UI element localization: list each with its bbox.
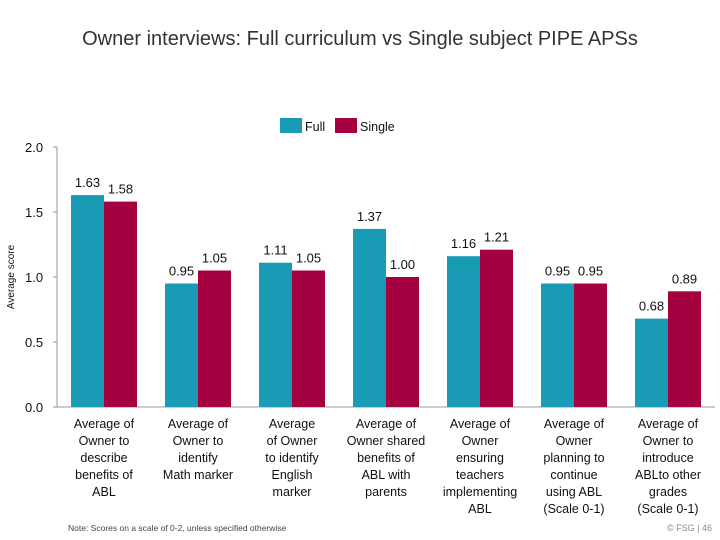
value-label: 1.16 bbox=[451, 236, 476, 251]
x-tick-label: Average of Owner to identify English mar… bbox=[265, 417, 319, 499]
value-label: 1.21 bbox=[484, 230, 509, 245]
value-label: 1.37 bbox=[357, 209, 382, 224]
bar bbox=[635, 318, 668, 407]
value-label: 0.95 bbox=[169, 264, 194, 279]
bar bbox=[71, 195, 104, 407]
value-label: 1.05 bbox=[202, 251, 227, 266]
bar bbox=[480, 249, 513, 407]
legend-swatch bbox=[335, 118, 357, 133]
bar bbox=[447, 256, 480, 407]
bar bbox=[292, 270, 325, 407]
bar bbox=[386, 277, 419, 407]
bar bbox=[165, 283, 198, 407]
x-tick-label: Average of Owner shared benefits of ABL … bbox=[346, 417, 426, 499]
y-tick-label: 2.0 bbox=[25, 140, 43, 155]
x-tick-label: Average of Owner to describe benefits of… bbox=[73, 417, 135, 499]
y-tick-label: 0.5 bbox=[25, 335, 43, 350]
value-label: 1.63 bbox=[75, 175, 100, 190]
x-tick-label: Average of Owner to identify Math marker bbox=[162, 417, 234, 482]
x-tick-label: Average of Owner to introduce ABLto othe… bbox=[634, 417, 701, 516]
y-axis-label: Average score bbox=[6, 244, 17, 309]
value-label: 1.58 bbox=[108, 182, 133, 197]
legend-label: Full bbox=[305, 120, 325, 134]
value-label: 1.11 bbox=[263, 243, 287, 258]
legend-swatch bbox=[280, 118, 302, 133]
x-tick-label: Average of Owner ensuring teachers imple… bbox=[442, 417, 518, 516]
y-tick-label: 1.0 bbox=[25, 270, 43, 285]
y-tick-label: 1.5 bbox=[25, 205, 43, 220]
bar bbox=[574, 283, 607, 407]
value-label: 0.95 bbox=[545, 264, 570, 279]
value-label: 1.05 bbox=[296, 251, 321, 266]
bar bbox=[353, 228, 386, 407]
bar bbox=[104, 201, 137, 407]
footnote: Note: Scores on a scale of 0-2, unless s… bbox=[68, 523, 287, 533]
value-label: 1.00 bbox=[390, 257, 415, 272]
bar bbox=[541, 283, 574, 407]
chart-title: Owner interviews: Full curriculum vs Sin… bbox=[82, 28, 638, 50]
y-tick-label: 0.0 bbox=[25, 400, 43, 415]
legend-label: Single bbox=[360, 120, 395, 134]
copyright: © FSG | 46 bbox=[667, 523, 712, 533]
value-label: 0.95 bbox=[578, 264, 603, 279]
bar bbox=[259, 262, 292, 407]
bar bbox=[198, 270, 231, 407]
x-tick-label: Average of Owner planning to continue us… bbox=[543, 417, 605, 516]
bar bbox=[668, 291, 701, 407]
value-label: 0.68 bbox=[639, 299, 664, 314]
value-label: 0.89 bbox=[672, 271, 697, 286]
